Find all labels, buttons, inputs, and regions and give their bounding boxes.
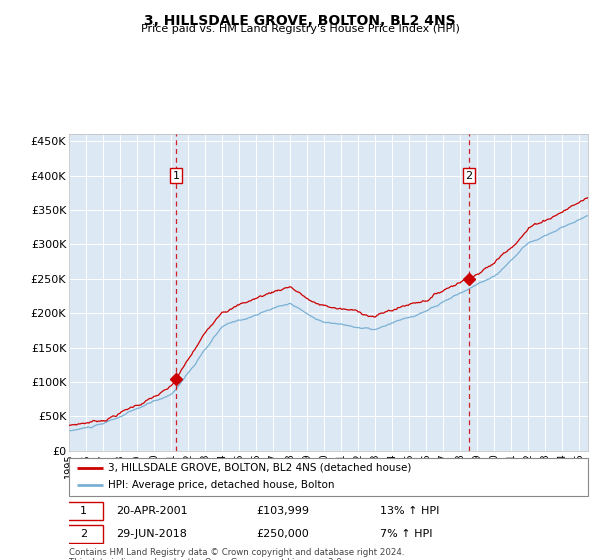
Text: 29-JUN-2018: 29-JUN-2018 — [116, 529, 187, 539]
Text: 1: 1 — [80, 506, 87, 516]
Text: 7% ↑ HPI: 7% ↑ HPI — [380, 529, 433, 539]
FancyBboxPatch shape — [64, 502, 103, 520]
FancyBboxPatch shape — [69, 458, 588, 496]
Text: HPI: Average price, detached house, Bolton: HPI: Average price, detached house, Bolt… — [108, 480, 334, 491]
Text: £250,000: £250,000 — [256, 529, 308, 539]
Text: £103,999: £103,999 — [256, 506, 309, 516]
Text: Contains HM Land Registry data © Crown copyright and database right 2024.
This d: Contains HM Land Registry data © Crown c… — [69, 548, 404, 560]
Text: 13% ↑ HPI: 13% ↑ HPI — [380, 506, 440, 516]
Text: Price paid vs. HM Land Registry's House Price Index (HPI): Price paid vs. HM Land Registry's House … — [140, 24, 460, 34]
Text: 20-APR-2001: 20-APR-2001 — [116, 506, 187, 516]
FancyBboxPatch shape — [64, 525, 103, 543]
Text: 1: 1 — [173, 171, 180, 181]
Text: 3, HILLSDALE GROVE, BOLTON, BL2 4NS: 3, HILLSDALE GROVE, BOLTON, BL2 4NS — [144, 14, 456, 28]
Text: 2: 2 — [80, 529, 87, 539]
Text: 3, HILLSDALE GROVE, BOLTON, BL2 4NS (detached house): 3, HILLSDALE GROVE, BOLTON, BL2 4NS (det… — [108, 463, 412, 473]
Text: 2: 2 — [466, 171, 472, 181]
